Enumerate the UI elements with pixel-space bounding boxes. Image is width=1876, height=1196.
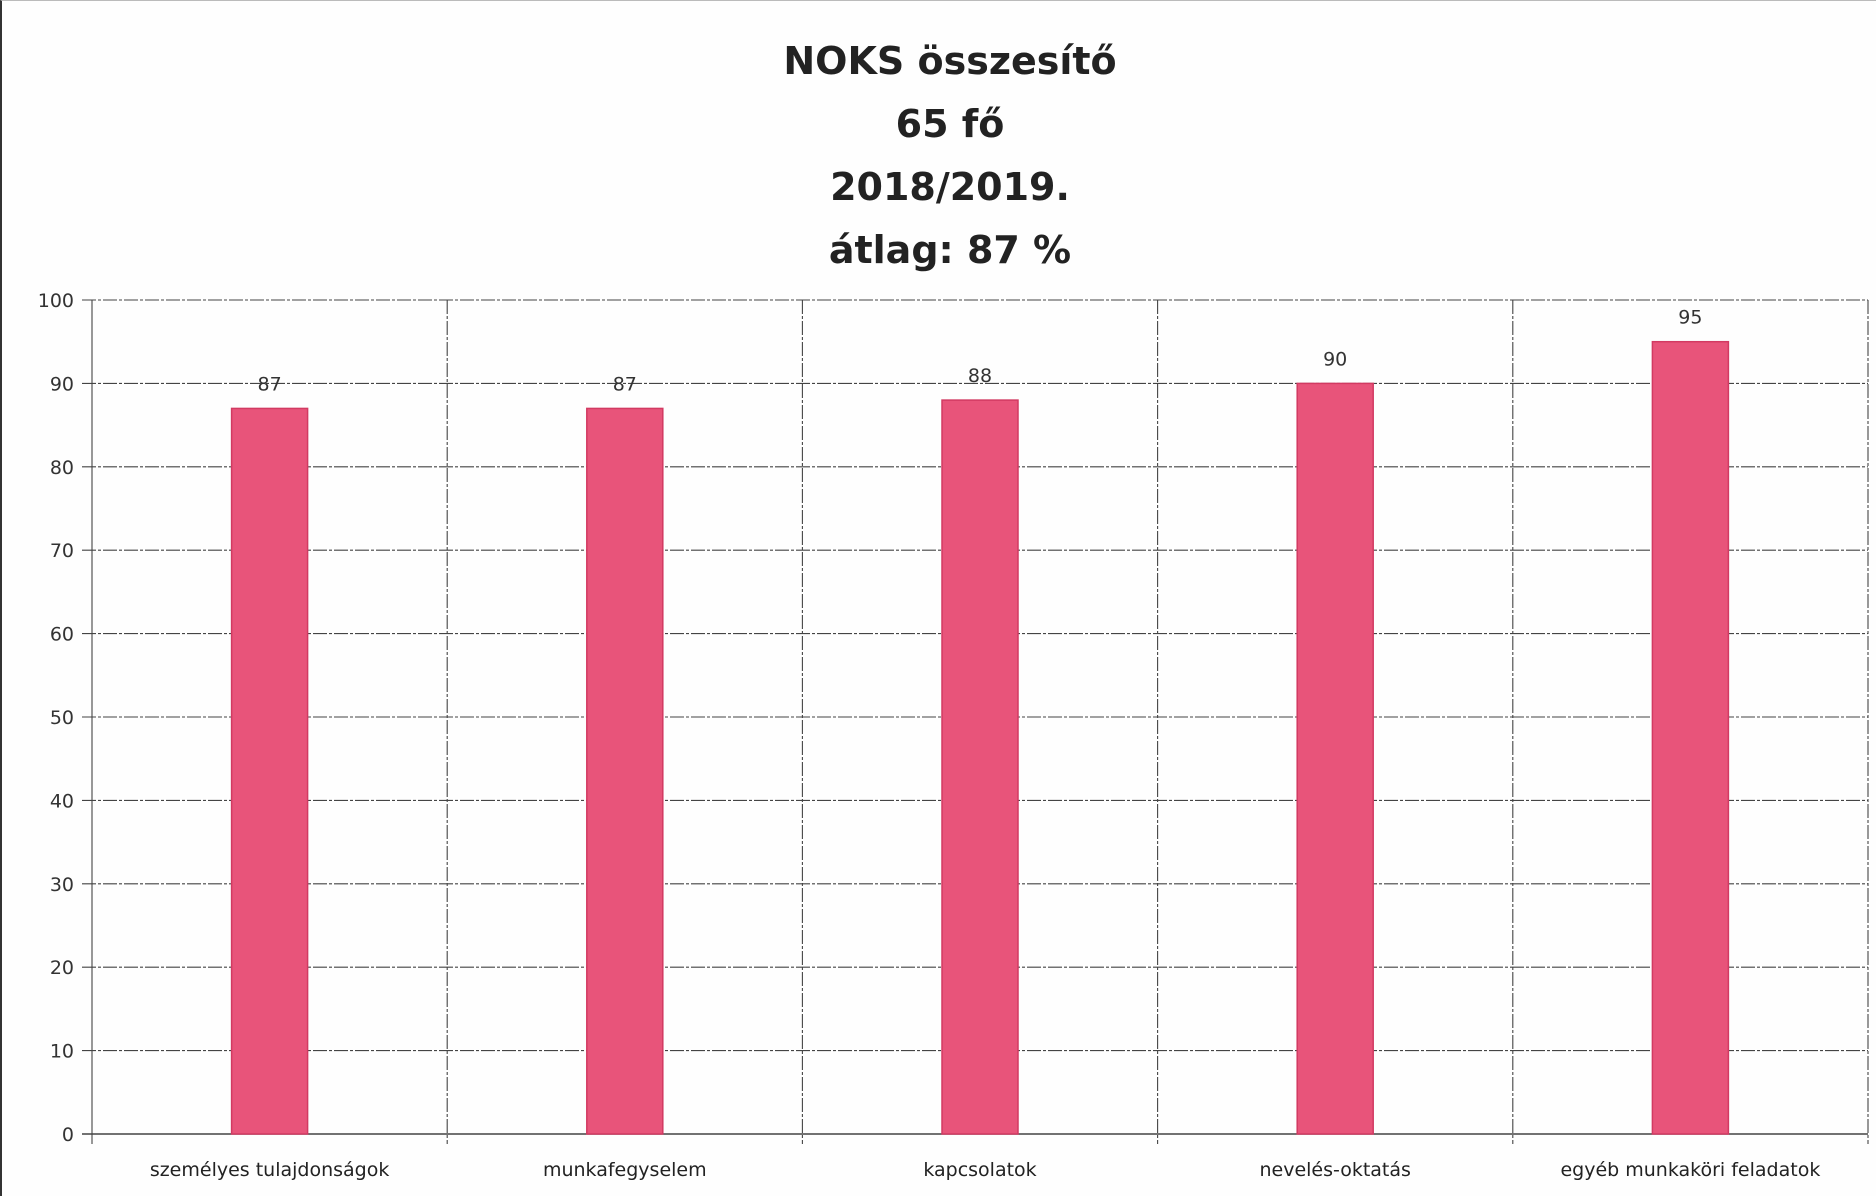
bar <box>941 399 1019 1135</box>
x-tick-label: egyéb munkaköri feladatok <box>1560 1159 1820 1181</box>
y-tick-label: 70 <box>50 540 74 562</box>
data-label: 95 <box>1678 307 1702 329</box>
y-tick-label: 40 <box>50 790 74 812</box>
data-label: 87 <box>613 373 637 395</box>
x-tick-label: nevelés-oktatás <box>1259 1159 1410 1181</box>
y-tick-label: 60 <box>50 624 74 646</box>
y-tick-label: 50 <box>50 707 74 729</box>
chart-title-line-4: átlag: 87 % <box>828 228 1072 272</box>
y-tick-label: 30 <box>50 874 74 896</box>
data-label: 87 <box>258 373 282 395</box>
y-tick-label: 80 <box>50 457 74 479</box>
bar <box>230 407 309 1135</box>
chart-title-line-1: NOKS összesítő <box>783 39 1117 83</box>
chart-title: NOKS összesítő 65 fő 2018/2019. átlag: 8… <box>0 30 1876 282</box>
x-tick-label: személyes tulajdonságok <box>150 1159 390 1181</box>
x-tick-label: kapcsolatok <box>923 1159 1036 1181</box>
y-tick-label: 0 <box>62 1124 74 1146</box>
y-tick-label: 10 <box>50 1041 74 1063</box>
bar <box>1651 340 1730 1135</box>
y-tick-label: 20 <box>50 957 74 979</box>
data-label: 88 <box>968 365 992 387</box>
x-tick-label: munkafegyselem <box>543 1159 707 1181</box>
y-tick-label: 90 <box>50 373 74 395</box>
chart-title-line-2: 65 fő <box>895 102 1005 146</box>
data-label: 90 <box>1323 348 1347 370</box>
bar <box>586 407 664 1135</box>
bar <box>1296 382 1374 1135</box>
y-tick-label: 100 <box>38 290 74 312</box>
chart-title-line-3: 2018/2019. <box>830 165 1070 209</box>
